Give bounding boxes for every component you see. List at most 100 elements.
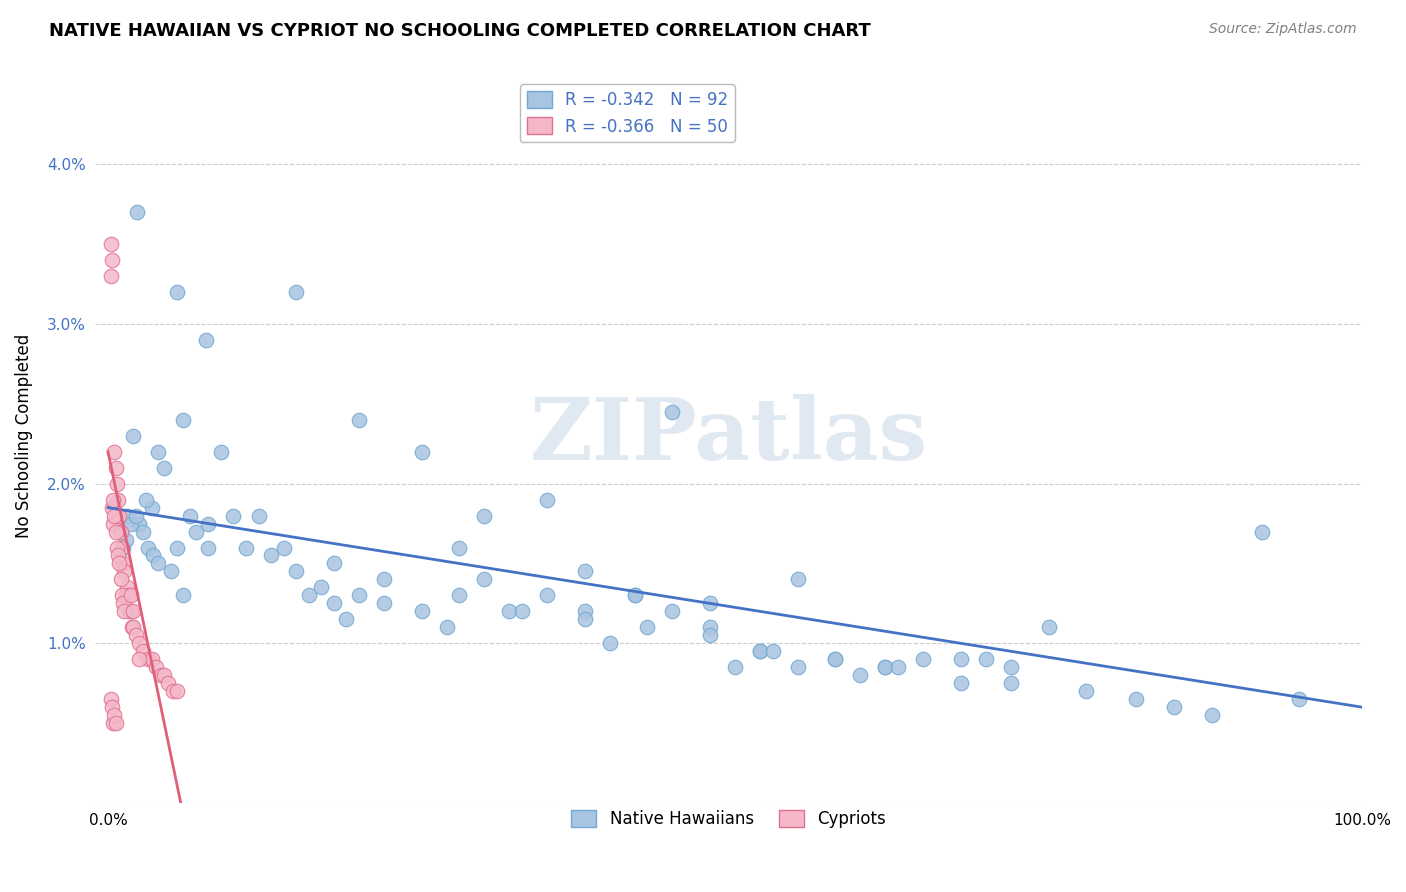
Point [436,620,458,634]
Point [128,636,150,650]
Y-axis label: No Schooling Completed: No Schooling Completed [15,334,32,538]
Point [699,628,721,642]
Point [197,516,219,531]
Point [159,565,181,579]
Point [411,604,433,618]
Point [111,588,134,602]
Point [122,604,145,618]
Point [498,604,520,618]
Point [824,652,846,666]
Point [136,541,159,555]
Point [949,676,972,690]
Point [132,524,155,539]
Point [1074,684,1097,698]
Point [124,628,146,642]
Point [114,588,136,602]
Point [623,588,645,602]
Point [373,573,395,587]
Point [875,660,897,674]
Legend: Native Hawaiians, Cypriots: Native Hawaiians, Cypriots [565,804,893,835]
Point [101,500,124,515]
Point [122,620,145,634]
Point [112,557,135,571]
Point [449,541,471,555]
Point [125,205,148,219]
Point [120,604,142,618]
Point [145,660,167,674]
Point [449,588,471,602]
Point [1000,676,1022,690]
Point [121,620,143,634]
Point [724,660,747,674]
Point [111,541,134,555]
Point [1125,692,1147,706]
Point [166,285,188,299]
Point [112,565,135,579]
Point [115,508,138,523]
Point [114,533,136,547]
Point [322,596,344,610]
Point [749,644,772,658]
Text: NATIVE HAWAIIAN VS CYPRIOT NO SCHOOLING COMPLETED CORRELATION CHART: NATIVE HAWAIIAN VS CYPRIOT NO SCHOOLING … [49,22,870,40]
Point [472,573,495,587]
Point [141,500,163,515]
Point [974,652,997,666]
Point [1000,660,1022,674]
Point [762,644,785,658]
Point [107,492,129,507]
Point [148,557,170,571]
Point [298,588,321,602]
Point [103,708,125,723]
Point [108,557,131,571]
Point [322,557,344,571]
Point [194,333,217,347]
Point [117,588,139,602]
Point [100,269,122,284]
Point [166,541,188,555]
Point [135,492,157,507]
Point [101,253,124,268]
Point [209,444,232,458]
Point [100,237,122,252]
Point [749,644,772,658]
Point [875,660,897,674]
Point [472,508,495,523]
Point [101,516,124,531]
Point [309,581,332,595]
Point [105,476,128,491]
Point [142,549,165,563]
Point [510,604,533,618]
Point [124,508,146,523]
Point [101,700,124,714]
Point [335,612,357,626]
Point [887,660,910,674]
Point [104,460,127,475]
Point [157,676,180,690]
Point [285,285,308,299]
Point [184,524,207,539]
Point [120,516,142,531]
Point [101,716,124,731]
Point [105,541,128,555]
Point [824,652,846,666]
Point [172,413,194,427]
Point [103,444,125,458]
Point [172,588,194,602]
Point [661,405,683,419]
Point [118,604,141,618]
Point [786,660,808,674]
Point [347,413,370,427]
Point [1288,692,1310,706]
Point [536,588,558,602]
Point [197,541,219,555]
Point [122,428,145,442]
Point [347,588,370,602]
Point [1163,700,1185,714]
Point [373,596,395,610]
Text: ZIPatlas: ZIPatlas [530,393,928,478]
Point [103,508,125,523]
Point [112,541,135,555]
Point [949,652,972,666]
Point [574,565,596,579]
Point [110,524,132,539]
